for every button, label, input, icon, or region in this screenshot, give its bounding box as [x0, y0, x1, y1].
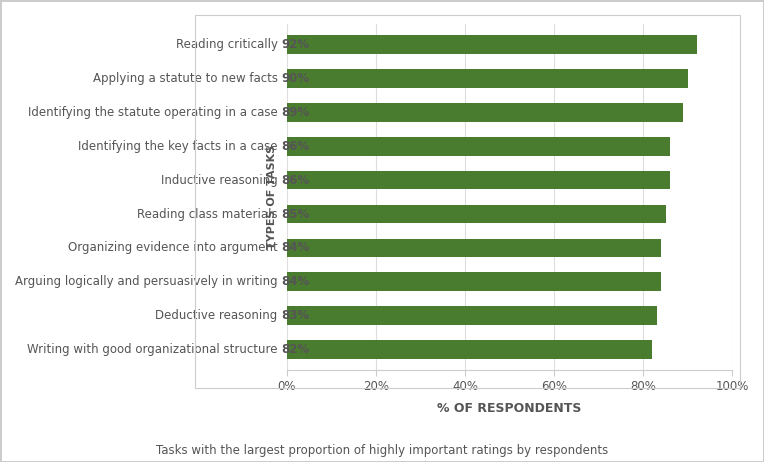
Text: 84%: 84% — [281, 242, 309, 255]
Bar — [287, 238, 661, 257]
Bar — [287, 69, 688, 88]
Bar — [287, 171, 670, 189]
Text: Identifying the statute operating in a case: Identifying the statute operating in a c… — [28, 106, 281, 119]
Y-axis label: TYPES OF TASKS: TYPES OF TASKS — [267, 145, 277, 249]
Bar — [287, 273, 661, 291]
Bar — [287, 103, 683, 122]
Text: Arguing logically and persuasively in writing: Arguing logically and persuasively in wr… — [15, 275, 281, 288]
Bar — [287, 306, 656, 325]
Text: Applying a statute to new facts: Applying a statute to new facts — [92, 72, 281, 85]
Text: 83%: 83% — [281, 309, 309, 322]
Text: Inductive reasoning: Inductive reasoning — [161, 174, 281, 187]
Bar — [287, 137, 670, 156]
Text: Reading class materials: Reading class materials — [137, 207, 281, 220]
Text: 82%: 82% — [281, 343, 309, 356]
Text: 86%: 86% — [281, 174, 309, 187]
X-axis label: % OF RESPONDENTS: % OF RESPONDENTS — [438, 401, 582, 415]
Text: Writing with good organizational structure: Writing with good organizational structu… — [28, 343, 281, 356]
Text: 92%: 92% — [281, 38, 309, 51]
Text: Reading critically: Reading critically — [176, 38, 281, 51]
Text: Tasks with the largest proportion of highly important ratings by respondents: Tasks with the largest proportion of hig… — [156, 444, 608, 457]
Text: 90%: 90% — [281, 72, 309, 85]
Bar — [287, 340, 652, 359]
Bar — [287, 35, 697, 54]
Bar — [287, 205, 665, 223]
Text: 89%: 89% — [281, 106, 309, 119]
Text: Identifying the key facts in a case: Identifying the key facts in a case — [78, 140, 281, 153]
Text: Organizing evidence into argument: Organizing evidence into argument — [68, 242, 281, 255]
Text: 86%: 86% — [281, 140, 309, 153]
Text: 85%: 85% — [281, 207, 309, 220]
Text: 84%: 84% — [281, 275, 309, 288]
Text: Deductive reasoning: Deductive reasoning — [155, 309, 281, 322]
